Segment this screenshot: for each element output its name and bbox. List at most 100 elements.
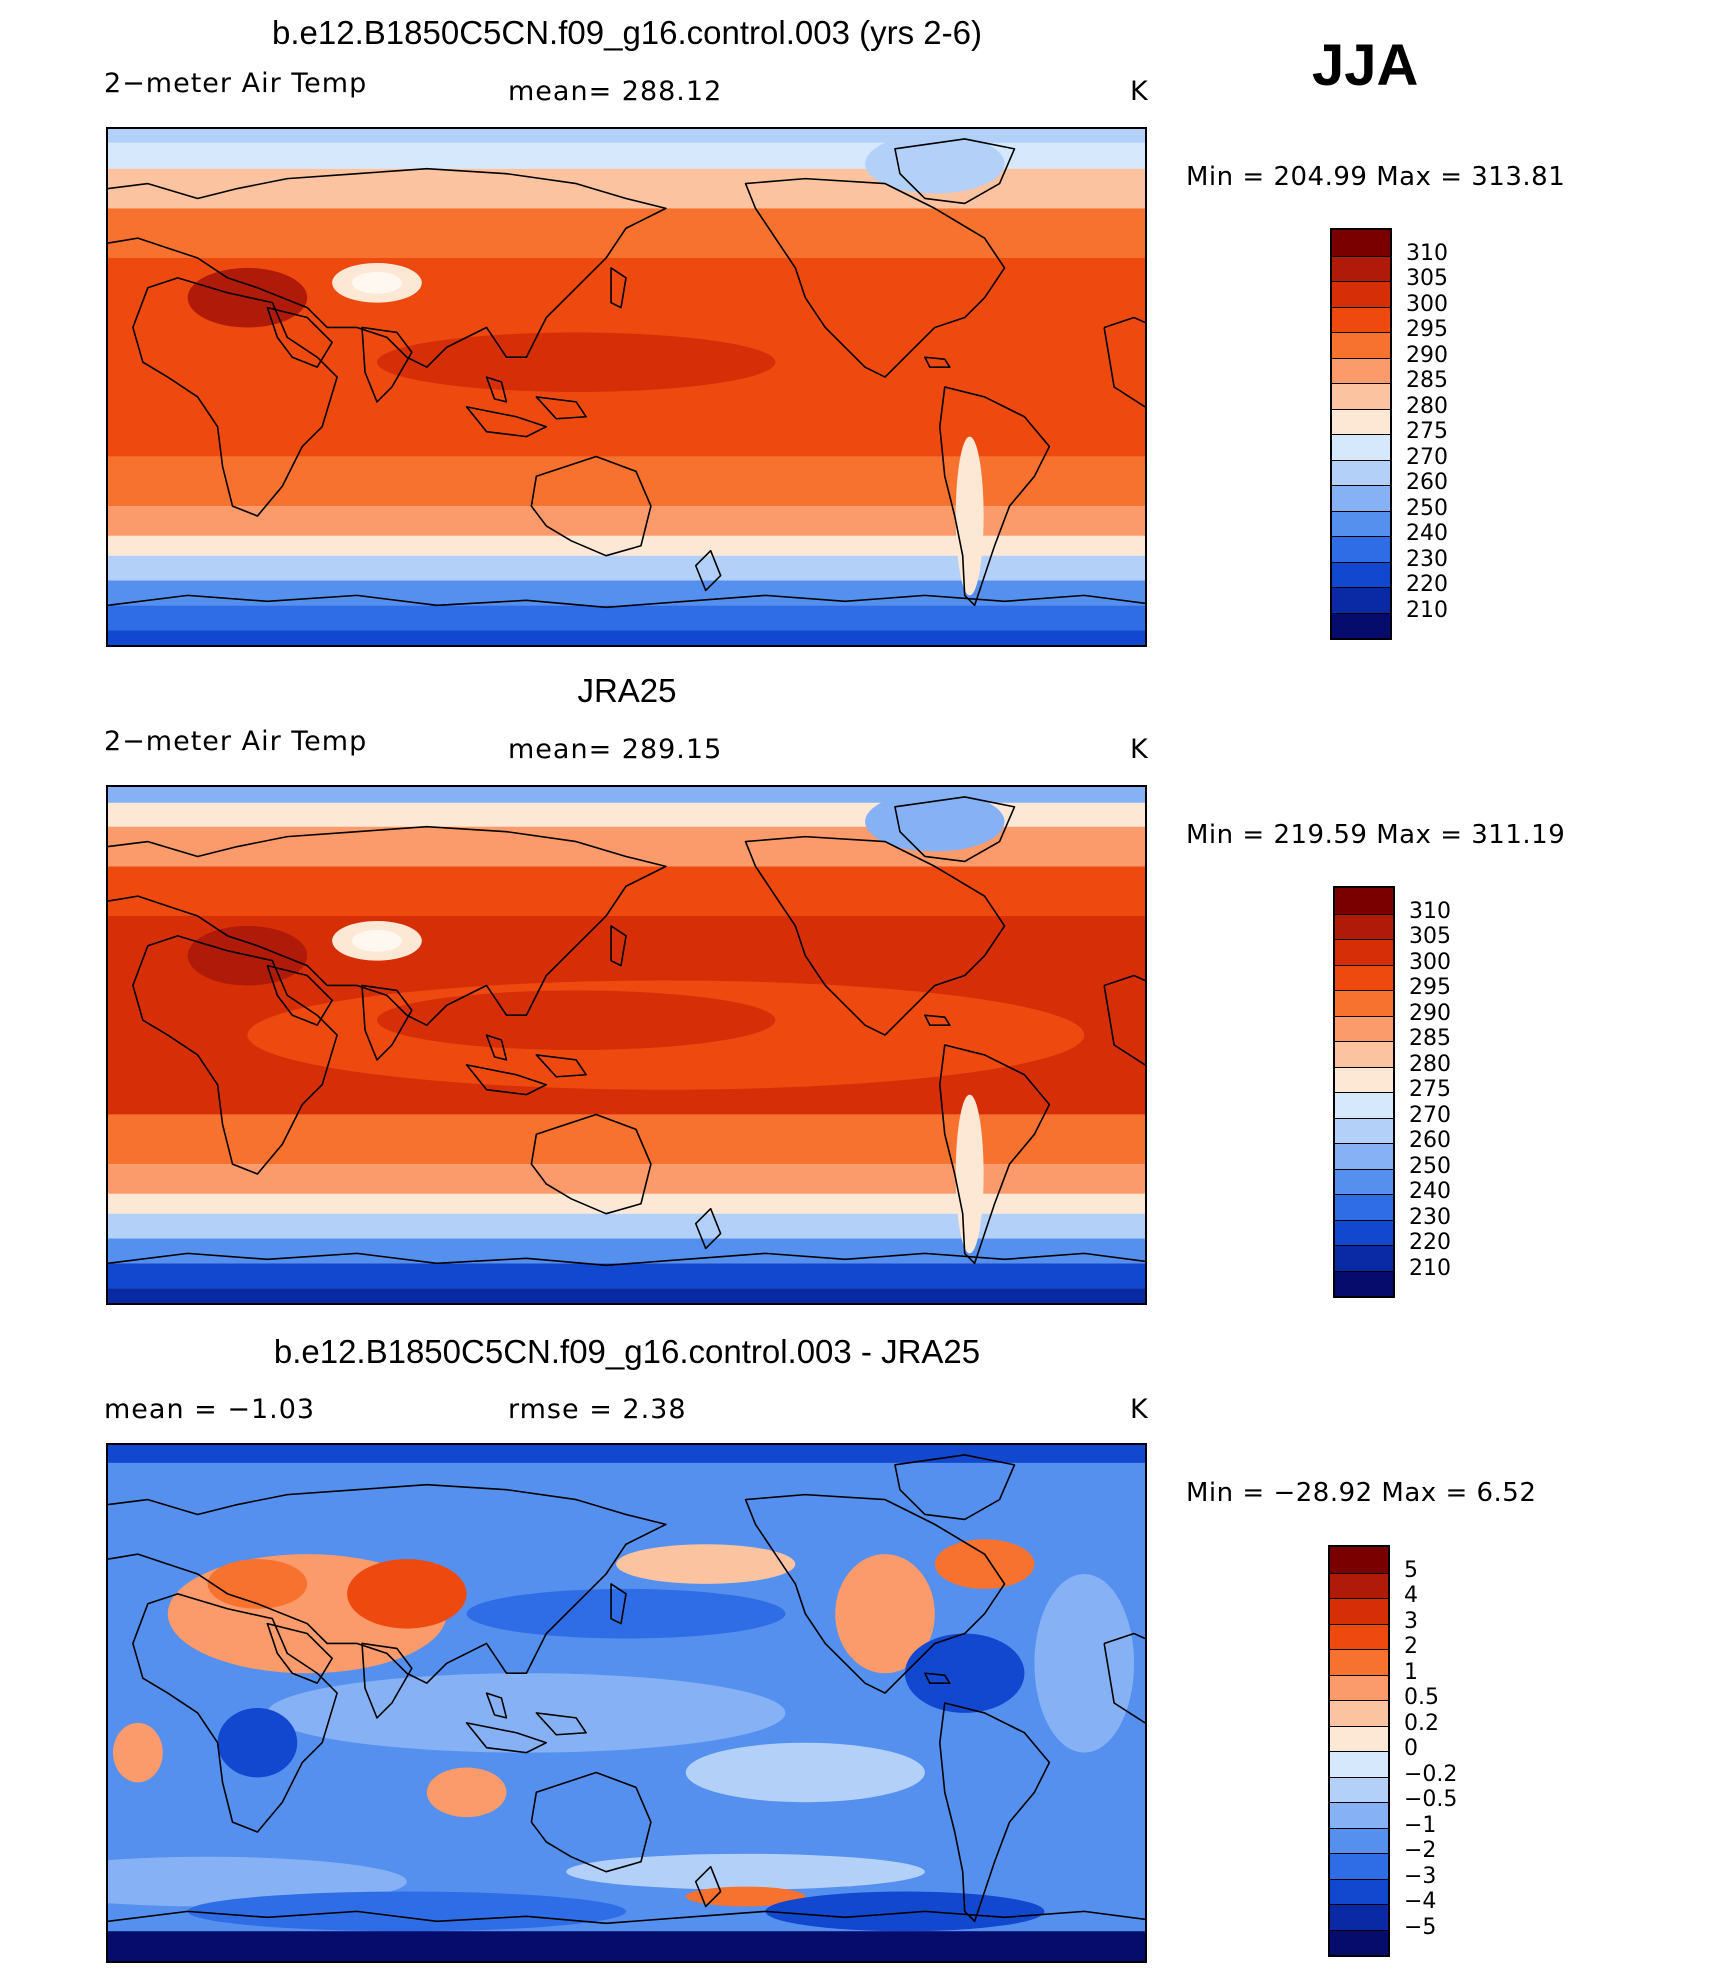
- andes-cool: [955, 1094, 984, 1254]
- panel-1-minmax-label: Min = 204.99 Max = 313.81: [1186, 162, 1566, 192]
- panel-2-colorbar: [1333, 886, 1395, 1298]
- coastline-segment: [108, 1910, 1145, 1925]
- coastline-segment: [132, 1593, 338, 1833]
- diff-antarctic: [108, 1931, 1145, 1961]
- temperature-band: [108, 1164, 1145, 1194]
- panel-3-units-label: K: [1130, 1394, 1149, 1425]
- coastline-segment: [361, 326, 413, 403]
- coastline-segment: [361, 984, 413, 1061]
- coastline-segment: [894, 1454, 1016, 1521]
- season-label: JJA: [1312, 33, 1419, 98]
- coastline-segment: [132, 935, 338, 1175]
- colorbar-label: 0.2: [1404, 1710, 1439, 1736]
- colorbar-swatch: [1330, 1853, 1388, 1879]
- colorbar-swatch: [1330, 1598, 1388, 1624]
- temperature-band: [108, 1288, 1145, 1303]
- coastline-segment: [1103, 1643, 1145, 1724]
- diff-anomaly: [466, 1588, 786, 1639]
- coastline-segment: [108, 1483, 667, 1684]
- colorbar-swatch: [1332, 459, 1390, 485]
- colorbar-label: 230: [1409, 1204, 1451, 1230]
- colorbar-label: 0: [1404, 1736, 1418, 1761]
- diff-anomaly: [267, 1673, 786, 1753]
- colorbar-label: 210: [1409, 1255, 1451, 1281]
- colorbar-label: 250: [1406, 495, 1448, 521]
- colorbar-swatch: [1335, 1168, 1393, 1194]
- coastline-segment: [694, 1207, 722, 1250]
- colorbar-label: −5: [1404, 1914, 1437, 1940]
- colorbar-label: 275: [1409, 1077, 1451, 1102]
- colorbar-swatch: [1332, 536, 1390, 562]
- colorbar-swatch: [1332, 612, 1390, 638]
- diff-anomaly: [934, 1539, 1035, 1589]
- panel-1-mean-label: mean= 288.12: [508, 76, 723, 107]
- colorbar-label: 270: [1406, 444, 1448, 470]
- tibet-core: [352, 271, 402, 294]
- colorbar-swatch: [1332, 281, 1390, 307]
- colorbar-label: 285: [1406, 368, 1448, 393]
- colorbar-label: −0.2: [1404, 1761, 1458, 1787]
- colorbar-label: 230: [1406, 546, 1448, 572]
- temperature-band: [108, 129, 1145, 143]
- temperature-band: [108, 787, 1145, 803]
- coastline-segment: [1103, 316, 1145, 329]
- colorbar-label: 300: [1406, 291, 1448, 317]
- colorbar-label: 250: [1409, 1153, 1451, 1179]
- coastline-segment: [108, 825, 667, 1026]
- temperature-band: [108, 866, 1145, 916]
- panel-3-map: [106, 1443, 1147, 1963]
- diff-anomaly: [1034, 1574, 1135, 1753]
- colorbar-label: 240: [1409, 1179, 1451, 1204]
- panel-3-rmse-label: rmse = 2.38: [508, 1394, 687, 1425]
- coastline-segment: [1103, 974, 1145, 987]
- panel-2-map-svg: [108, 787, 1145, 1303]
- diff-anomaly: [217, 1707, 298, 1778]
- colorbar-swatch: [1335, 1066, 1393, 1092]
- colorbar-swatch: [1332, 357, 1390, 383]
- diff-anomaly: [765, 1891, 1045, 1932]
- panel-2-map: [106, 785, 1147, 1305]
- coastline-segment: [108, 594, 1145, 609]
- temperature-band: [108, 456, 1145, 507]
- coastline-segment: [535, 1054, 587, 1078]
- coastline-segment: [1103, 327, 1145, 408]
- coastline-segment: [465, 1722, 548, 1754]
- coastline-segment: [924, 1672, 951, 1684]
- colorbar-swatch: [1330, 1649, 1388, 1675]
- diff-anomaly: [685, 1742, 925, 1803]
- panel-1-variable-label: 2−meter Air Temp: [104, 68, 368, 99]
- diff-arctic: [108, 1445, 1145, 1463]
- colorbar-swatch: [1330, 1572, 1388, 1598]
- colorbar-swatch: [1335, 888, 1393, 914]
- coastline-segment: [924, 356, 951, 368]
- temperature-band: [108, 1114, 1145, 1165]
- colorbar-label: 295: [1409, 975, 1451, 1000]
- warm-pool-core: [376, 332, 776, 392]
- colorbar-label: 305: [1406, 266, 1448, 291]
- diff-anomaly: [112, 1722, 163, 1783]
- diff-anomaly: [426, 1767, 507, 1818]
- temperature-band: [108, 630, 1145, 645]
- colorbar-label: 220: [1406, 572, 1448, 597]
- coastlines: [108, 1454, 1145, 1925]
- temperature-band: [108, 535, 1145, 556]
- coastline-segment: [694, 1865, 722, 1908]
- colorbar-swatch: [1330, 1776, 1388, 1802]
- colorbar-label: 260: [1406, 470, 1448, 495]
- colorbar-swatch: [1330, 1725, 1388, 1751]
- coastline-segment: [485, 376, 508, 403]
- colorbar-label: −3: [1404, 1863, 1437, 1889]
- colorbar-swatch: [1330, 1878, 1388, 1904]
- colorbar-swatch: [1332, 485, 1390, 511]
- coastline-segment: [108, 1252, 1145, 1267]
- colorbar-swatch: [1335, 964, 1393, 990]
- colorbar-swatch: [1332, 332, 1390, 358]
- andes-cool: [955, 436, 984, 596]
- colorbar-label: 5: [1404, 1557, 1418, 1583]
- colorbar-swatch: [1332, 587, 1390, 613]
- colorbar-label: 275: [1406, 419, 1448, 444]
- colorbar-swatch: [1335, 1117, 1393, 1143]
- coastlines: [108, 138, 1145, 609]
- colorbar-label: −1: [1404, 1812, 1437, 1838]
- coastline-segment: [530, 1771, 652, 1873]
